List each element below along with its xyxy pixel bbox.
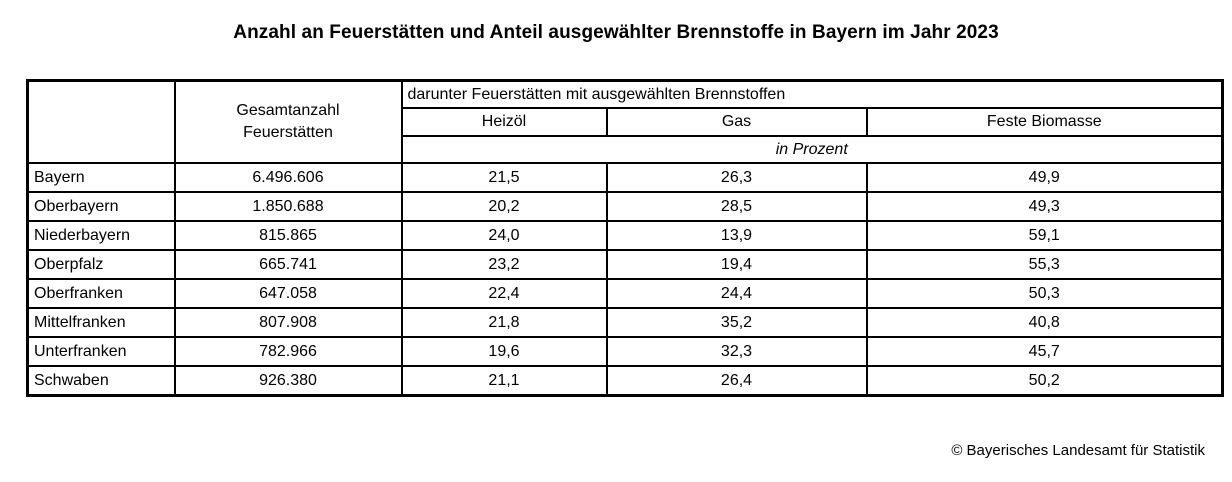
total-cell: 665.741 — [173, 249, 403, 280]
heizoel-cell: 21,1 — [400, 365, 608, 397]
gas-cell: 19,4 — [605, 249, 868, 280]
total-column-header: Gesamtanzahl Feuerstätten — [173, 79, 403, 164]
column-header-heizoel: Heizöl — [400, 107, 608, 137]
region-cell: Unterfranken — [26, 336, 176, 367]
gas-cell: 26,4 — [605, 365, 868, 397]
heizoel-cell: 21,5 — [400, 162, 608, 193]
unit-label-cell: in Prozent — [400, 135, 1224, 164]
total-cell: 1.850.688 — [173, 191, 403, 222]
biomasse-cell: 50,2 — [865, 365, 1224, 397]
page-title: Anzahl an Feuerstätten und Anteil ausgew… — [233, 22, 999, 43]
biomasse-cell: 59,1 — [865, 220, 1224, 251]
region-cell: Bayern — [26, 162, 176, 193]
table-row: Niederbayern 815.865 24,0 13,9 59,1 — [26, 220, 1224, 251]
region-cell: Oberpfalz — [26, 249, 176, 280]
gas-cell: 24,4 — [605, 278, 868, 309]
region-cell: Mittelfranken — [26, 307, 176, 338]
biomasse-cell: 49,9 — [865, 162, 1224, 193]
region-cell: Niederbayern — [26, 220, 176, 251]
column-header-feste-biomasse: Feste Biomasse — [865, 107, 1224, 137]
heizoel-cell: 20,2 — [400, 191, 608, 222]
column-header-gas: Gas — [605, 107, 868, 137]
total-cell: 815.865 — [173, 220, 403, 251]
heizoel-cell: 21,8 — [400, 307, 608, 338]
fuel-group-header: darunter Feuerstätten mit ausgewählten B… — [400, 79, 1224, 109]
gas-cell: 28,5 — [605, 191, 868, 222]
header-row-fuels: Heizöl Gas Feste Biomasse — [28, 107, 1224, 137]
region-cell: Oberfranken — [26, 278, 176, 309]
copyright-notice: © Bayerisches Landesamt für Statistik — [951, 442, 1205, 459]
header-row-group: Gesamtanzahl Feuerstätten darunter Feuer… — [26, 79, 1224, 164]
gas-cell: 13,9 — [605, 220, 868, 251]
table-row: Mittelfranken 807.908 21,8 35,2 40,8 — [26, 307, 1224, 338]
gas-cell: 35,2 — [605, 307, 868, 338]
heizoel-cell: 19,6 — [400, 336, 608, 367]
biomasse-cell: 40,8 — [865, 307, 1224, 338]
total-column-header-label: Gesamtanzahl Feuerstätten — [236, 102, 340, 141]
biomasse-cell: 55,3 — [865, 249, 1224, 280]
table-row: Oberbayern 1.850.688 20,2 28,5 49,3 — [26, 191, 1224, 222]
biomasse-cell: 45,7 — [865, 336, 1224, 367]
table-row: Bayern 6.496.606 21,5 26,3 49,9 — [26, 162, 1224, 193]
total-cell: 807.908 — [173, 307, 403, 338]
heizoel-cell: 23,2 — [400, 249, 608, 280]
region-cell: Schwaben — [26, 365, 176, 397]
table-row: Unterfranken 782.966 19,6 32,3 45,7 — [26, 336, 1224, 367]
statistics-table: Gesamtanzahl Feuerstätten darunter Feuer… — [26, 79, 1224, 397]
total-cell: 6.496.606 — [173, 162, 403, 193]
corner-cell — [26, 79, 176, 164]
total-cell: 782.966 — [173, 336, 403, 367]
biomasse-cell: 49,3 — [865, 191, 1224, 222]
heizoel-cell: 24,0 — [400, 220, 608, 251]
gas-cell: 26,3 — [605, 162, 868, 193]
total-cell: 926.380 — [173, 365, 403, 397]
region-cell: Oberbayern — [26, 191, 176, 222]
biomasse-cell: 50,3 — [865, 278, 1224, 309]
table-row: Oberpfalz 665.741 23,2 19,4 55,3 — [26, 249, 1224, 280]
table-row: Schwaben 926.380 21,1 26,4 50,2 — [26, 365, 1224, 397]
gas-cell: 32,3 — [605, 336, 868, 367]
total-cell: 647.058 — [173, 278, 403, 309]
header-row-unit: in Prozent — [28, 135, 1224, 164]
heizoel-cell: 22,4 — [400, 278, 608, 309]
table-row: Oberfranken 647.058 22,4 24,4 50,3 — [26, 278, 1224, 309]
